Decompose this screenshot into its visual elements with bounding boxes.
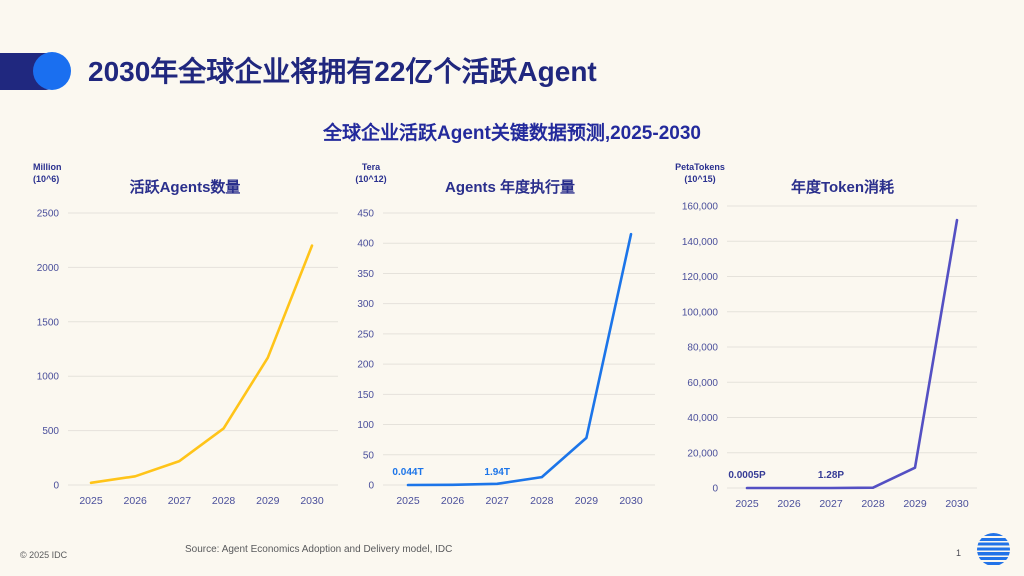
y-tick-label: 160,000 bbox=[682, 202, 719, 213]
unit-name: PetaTokens bbox=[675, 162, 725, 172]
page-subtitle: 全球企业活跃Agent关键数据预测,2025-2030 bbox=[323, 123, 701, 144]
y-tick-label: 150 bbox=[357, 390, 374, 401]
x-tick-label: 2026 bbox=[441, 495, 465, 507]
chart-title: 年度Token消耗 bbox=[790, 179, 895, 196]
y-axis-labels: 2500 2000 1500 1000 500 0 bbox=[37, 209, 60, 492]
x-axis-labels: 2025 2026 2027 2028 2029 2030 bbox=[396, 495, 643, 507]
unit-name: Million bbox=[33, 162, 62, 172]
y-tick-label: 0 bbox=[53, 481, 59, 492]
chart-plot-area: 160,000 140,000 120,000 100,000 80,000 60,000… bbox=[682, 202, 977, 510]
series-line bbox=[406, 232, 633, 487]
y-tick-label: 200 bbox=[357, 360, 374, 371]
series-line bbox=[745, 218, 959, 490]
y-tick-label: 2500 bbox=[37, 209, 60, 220]
y-tick-label: 500 bbox=[42, 426, 59, 437]
unit-scale: (10^12) bbox=[355, 173, 387, 184]
x-tick-label: 2026 bbox=[777, 498, 801, 510]
chart-plot-area: 2500 2000 1500 1000 500 0 2025 2026 2027 2028 2029… bbox=[37, 209, 338, 507]
x-tick-label: 2028 bbox=[861, 498, 885, 510]
x-tick-label: 2029 bbox=[256, 495, 280, 507]
y-axis-unit-label: Tera (10^12) bbox=[349, 162, 393, 185]
y-tick-label: 60,000 bbox=[687, 378, 718, 389]
y-tick-label: 0 bbox=[368, 481, 374, 492]
x-tick-label: 2025 bbox=[79, 495, 103, 507]
y-tick-label: 120,000 bbox=[682, 272, 719, 283]
y-tick-label: 20,000 bbox=[687, 448, 718, 459]
x-tick-label: 2027 bbox=[486, 495, 510, 507]
y-tick-label: 400 bbox=[357, 239, 374, 250]
source-text: Source: Agent Economics Adoption and Del… bbox=[185, 544, 453, 555]
x-tick-label: 2028 bbox=[212, 495, 236, 507]
point-labels: 0.044T 1.94T bbox=[392, 467, 510, 478]
y-tick-label: 140,000 bbox=[682, 237, 719, 248]
point-label: 0.044T bbox=[392, 467, 423, 478]
gridlines bbox=[68, 212, 338, 486]
x-tick-label: 2025 bbox=[735, 498, 759, 510]
brand-accent-dot bbox=[33, 52, 71, 90]
x-tick-label: 2028 bbox=[530, 495, 554, 507]
point-labels: 0.0005P 1.28P bbox=[728, 470, 844, 481]
page-title: 2030年全球企业将拥有22亿个活跃Agent bbox=[88, 56, 597, 87]
y-axis-unit-label: PetaTokens (10^15) bbox=[669, 162, 731, 185]
y-tick-label: 1500 bbox=[37, 317, 60, 328]
idc-globe-logo bbox=[977, 533, 1010, 566]
y-tick-label: 100,000 bbox=[682, 307, 719, 318]
x-tick-label: 2026 bbox=[124, 495, 148, 507]
series-line bbox=[89, 244, 314, 485]
gridlines bbox=[727, 205, 977, 489]
y-axis-unit-label: Million (10^6) bbox=[33, 162, 62, 185]
y-tick-label: 80,000 bbox=[687, 343, 718, 354]
chart-token-consumption: PetaTokens (10^15) 年度Token消耗 160,000 140,… bbox=[665, 160, 1020, 510]
x-tick-label: 2030 bbox=[945, 498, 969, 510]
unit-scale: (10^15) bbox=[684, 173, 716, 184]
chart-active-agents: Million (10^6) 活跃Agents数量 2500 2000 1500 10… bbox=[20, 160, 350, 510]
y-tick-label: 350 bbox=[357, 269, 374, 280]
y-tick-label: 50 bbox=[363, 450, 375, 461]
x-axis-labels: 2025 2026 2027 2028 2029 2030 bbox=[79, 495, 324, 507]
unit-scale: (10^6) bbox=[33, 173, 60, 184]
gridlines bbox=[383, 212, 655, 486]
x-tick-label: 2030 bbox=[619, 495, 643, 507]
x-tick-label: 2030 bbox=[300, 495, 324, 507]
y-tick-label: 300 bbox=[357, 299, 374, 310]
chart-title: Agents 年度执行量 bbox=[444, 179, 575, 196]
y-tick-label: 450 bbox=[357, 209, 374, 220]
y-tick-label: 0 bbox=[712, 484, 718, 495]
x-tick-label: 2027 bbox=[819, 498, 843, 510]
point-label: 1.28P bbox=[818, 470, 844, 481]
chart-title: 活跃Agents数量 bbox=[129, 179, 241, 196]
x-tick-label: 2027 bbox=[168, 495, 192, 507]
x-axis-labels: 2025 2026 2027 2028 2029 2030 bbox=[735, 498, 969, 510]
point-label: 0.0005P bbox=[728, 470, 766, 481]
x-tick-label: 2029 bbox=[575, 495, 599, 507]
point-label: 1.94T bbox=[484, 467, 510, 478]
y-axis-labels: 450 400 350 300 250 200 150 100 50 0 bbox=[357, 209, 374, 492]
y-tick-label: 1000 bbox=[37, 372, 60, 383]
unit-name: Tera bbox=[361, 162, 381, 172]
x-tick-label: 2029 bbox=[903, 498, 927, 510]
page-number: 1 bbox=[956, 548, 962, 558]
y-tick-label: 40,000 bbox=[687, 413, 718, 424]
y-tick-label: 250 bbox=[357, 329, 374, 340]
y-axis-labels: 160,000 140,000 120,000 100,000 80,000 60,000… bbox=[682, 202, 719, 495]
copyright-text: © 2025 IDC bbox=[20, 550, 68, 560]
x-tick-label: 2025 bbox=[396, 495, 420, 507]
y-tick-label: 2000 bbox=[37, 263, 60, 274]
y-tick-label: 100 bbox=[357, 420, 374, 431]
chart-annual-executions: Tera (10^12) Agents 年度执行量 450 400 350 300 25… bbox=[345, 160, 675, 510]
